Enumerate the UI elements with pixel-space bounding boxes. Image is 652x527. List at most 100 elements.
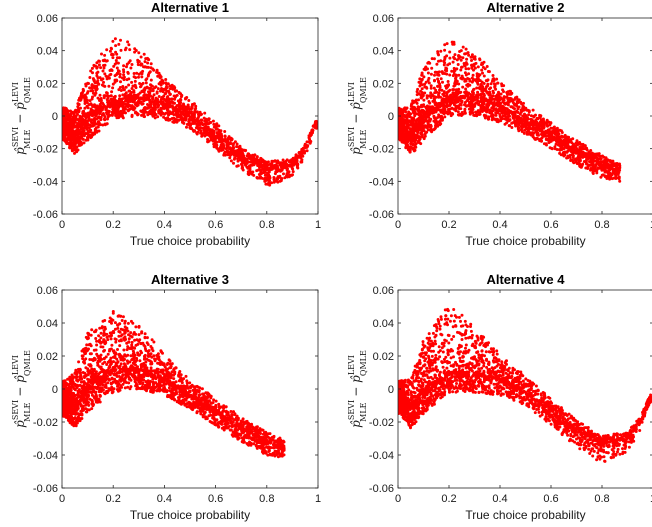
scatter-point [233,140,237,144]
scatter-point [478,57,482,61]
scatter-point [295,165,299,169]
scatter-point [315,126,318,130]
scatter-point [439,115,442,119]
scatter-point [271,163,274,167]
scatter-point [453,53,457,57]
scatter-point [303,150,307,153]
scatter-point [134,111,137,115]
scatter-point [62,111,66,115]
y-tick-label: -0.02 [33,144,58,156]
scatter-point [144,81,148,85]
scatter-point [94,89,98,92]
scatter-point [450,69,454,73]
scatter-point [90,66,94,70]
scatter-point [247,153,251,157]
scatter-point [482,82,486,85]
scatter-point [597,157,601,161]
scatter-point [108,113,112,117]
scatter-point [437,91,441,95]
scatter-point [80,135,84,139]
scatter-point [220,134,224,138]
scatter-point [458,91,462,95]
scatter-point [119,38,122,42]
scatter-point [76,128,80,132]
scatter-point [218,130,222,134]
scatter-point [529,118,533,122]
scatter-point [439,49,443,53]
scatter-point [419,82,423,86]
scatter-point [114,114,118,117]
scatter-point [118,86,122,89]
scatter-point [106,75,110,79]
scatter-point [73,109,77,113]
scatter-point [459,107,463,111]
scatter-point [255,158,259,162]
scatter-point [229,142,233,145]
scatter-point [495,77,499,81]
scatter-point [494,113,498,117]
scatter-point [470,55,474,59]
scatter-point [91,71,94,75]
scatter-point [467,53,471,57]
scatter-point [510,126,514,129]
scatter-point [168,118,172,122]
scatter-point [191,113,195,117]
scatter-point [463,71,467,75]
scatter-point [291,167,295,171]
scatter-point [103,84,107,88]
scatter-point [158,100,162,104]
scatter-point [81,89,85,92]
scatter-point [266,160,270,164]
scatter-point [451,91,455,95]
scatter-point [267,177,271,181]
scatter-point [111,105,115,109]
scatter-point [504,95,508,99]
scatter-point [81,137,85,141]
scatter-point [416,87,420,91]
scatter-point [179,97,182,101]
scatter-point [560,134,564,138]
scatter-point [90,83,94,87]
scatter-point [502,90,505,94]
scatter-point [295,158,299,162]
scatter-point [152,107,156,111]
scatter-point [105,112,109,116]
scatter-point [134,49,138,52]
x-tick-label: 0.8 [259,219,274,231]
scatter-point [468,112,472,116]
scatter-point [190,110,193,114]
scatter-point [225,149,229,153]
scatter-point [403,107,407,111]
scatter-point [132,75,136,79]
scatter-point [238,158,242,162]
scatter-point [424,80,428,84]
scatter-point [215,131,219,135]
scatter-point [281,158,285,162]
scatter-point [123,96,127,100]
scatter-point [119,89,123,92]
scatter-point [297,151,301,155]
scatter-point [97,116,101,120]
scatter-point [149,94,152,98]
scatter-point [73,151,76,155]
scatter-point [68,113,72,117]
scatter-point [143,115,146,119]
scatter-point [276,166,280,169]
scatter-point [497,93,501,97]
scatter-point [412,142,416,146]
scatter-point [212,133,216,136]
scatter-point [95,104,99,108]
scatter-point [465,57,469,61]
scatter-point [111,111,115,115]
scatter-point [288,159,292,163]
scatter-point [194,126,198,130]
scatter-point [87,115,91,119]
scatter-point [97,107,101,111]
scatter-point [123,106,127,109]
scatter-point [440,88,444,92]
scatter-point [228,156,232,160]
scatter-point [100,83,104,87]
scatter-point [166,95,170,99]
scatter-point [504,117,508,121]
scatter-point [420,91,424,94]
